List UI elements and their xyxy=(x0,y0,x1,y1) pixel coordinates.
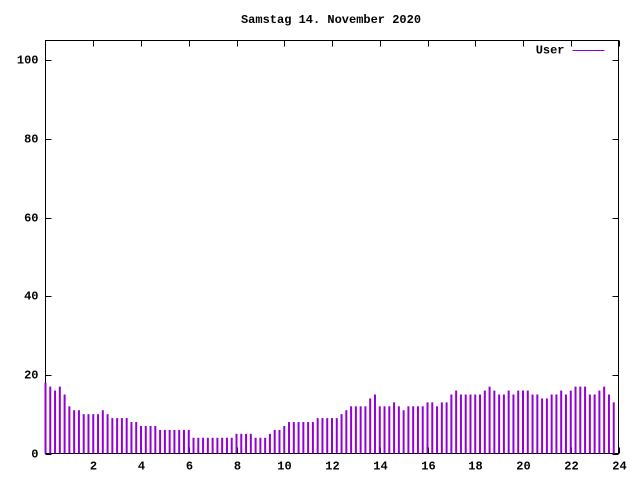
x-tick-label: 4 xyxy=(138,460,145,474)
chart-title: Samstag 14. November 2020 xyxy=(241,13,421,27)
y-tick-label: 80 xyxy=(24,133,38,147)
x-tick-label: 10 xyxy=(277,460,291,474)
x-tick-label: 24 xyxy=(612,460,626,474)
y-tick-label: 20 xyxy=(24,369,38,383)
y-tick-label: 100 xyxy=(17,54,39,68)
x-tick-label: 8 xyxy=(234,460,241,474)
x-tick-label: 20 xyxy=(516,460,530,474)
x-tick-label: 22 xyxy=(564,460,578,474)
y-tick-label: 40 xyxy=(24,290,38,304)
x-tick-label: 16 xyxy=(421,460,435,474)
x-tick-label: 14 xyxy=(373,460,387,474)
x-tick-label: 12 xyxy=(325,460,339,474)
legend-label: User xyxy=(536,44,565,58)
x-tick-label: 6 xyxy=(186,460,193,474)
y-tick-label: 0 xyxy=(31,448,38,462)
x-tick-label: 2 xyxy=(90,460,97,474)
y-tick-label: 60 xyxy=(24,212,38,226)
x-tick-label: 18 xyxy=(468,460,482,474)
